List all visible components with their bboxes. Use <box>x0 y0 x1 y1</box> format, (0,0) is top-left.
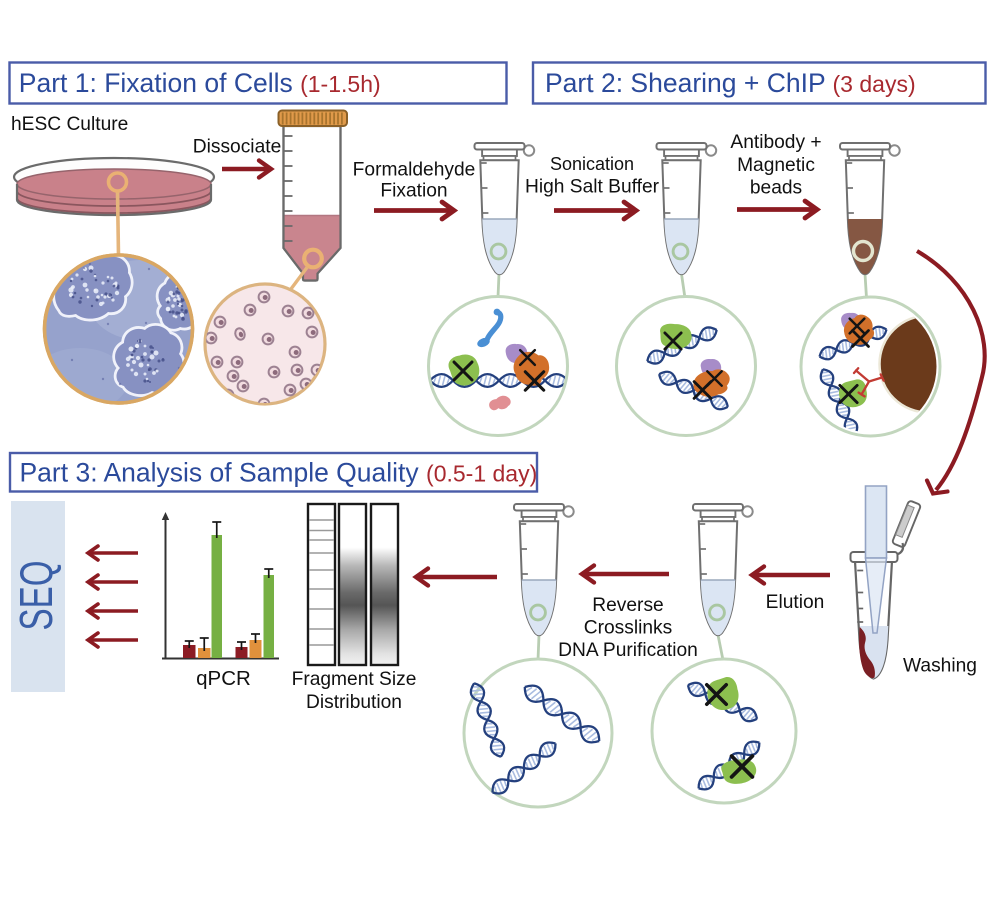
svg-text:Dissociate: Dissociate <box>193 137 282 158</box>
svg-text:Distribution: Distribution <box>306 692 402 713</box>
svg-text:DNA Purification: DNA Purification <box>558 640 698 661</box>
svg-text:Part 2: Shearing + ChIP (3 day: Part 2: Shearing + ChIP (3 days) <box>545 68 916 98</box>
svg-text:Sonication: Sonication <box>550 154 634 174</box>
svg-text:High Salt Buffer: High Salt Buffer <box>525 177 660 198</box>
svg-text:Elution: Elution <box>766 592 825 613</box>
svg-text:Formaldehyde: Formaldehyde <box>353 160 476 181</box>
svg-text:Reverse: Reverse <box>592 595 663 616</box>
svg-text:Washing: Washing <box>903 656 977 677</box>
svg-text:Magnetic: Magnetic <box>737 155 815 176</box>
svg-text:Part 3: Analysis of Sample Qua: Part 3: Analysis of Sample Quality (0.5-… <box>20 458 538 488</box>
svg-text:beads: beads <box>750 178 802 199</box>
svg-text:qPCR: qPCR <box>196 667 251 690</box>
svg-text:Crosslinks: Crosslinks <box>584 618 673 639</box>
svg-text:Part 1: Fixation of Cells (1-1: Part 1: Fixation of Cells (1-1.5h) <box>19 68 381 98</box>
svg-text:SEQ: SEQ <box>12 561 62 631</box>
svg-text:Antibody +: Antibody + <box>730 132 821 153</box>
svg-text:Fixation: Fixation <box>380 181 447 202</box>
svg-text:Fragment Size: Fragment Size <box>292 669 417 690</box>
svg-text:hESC Culture: hESC Culture <box>11 114 128 135</box>
